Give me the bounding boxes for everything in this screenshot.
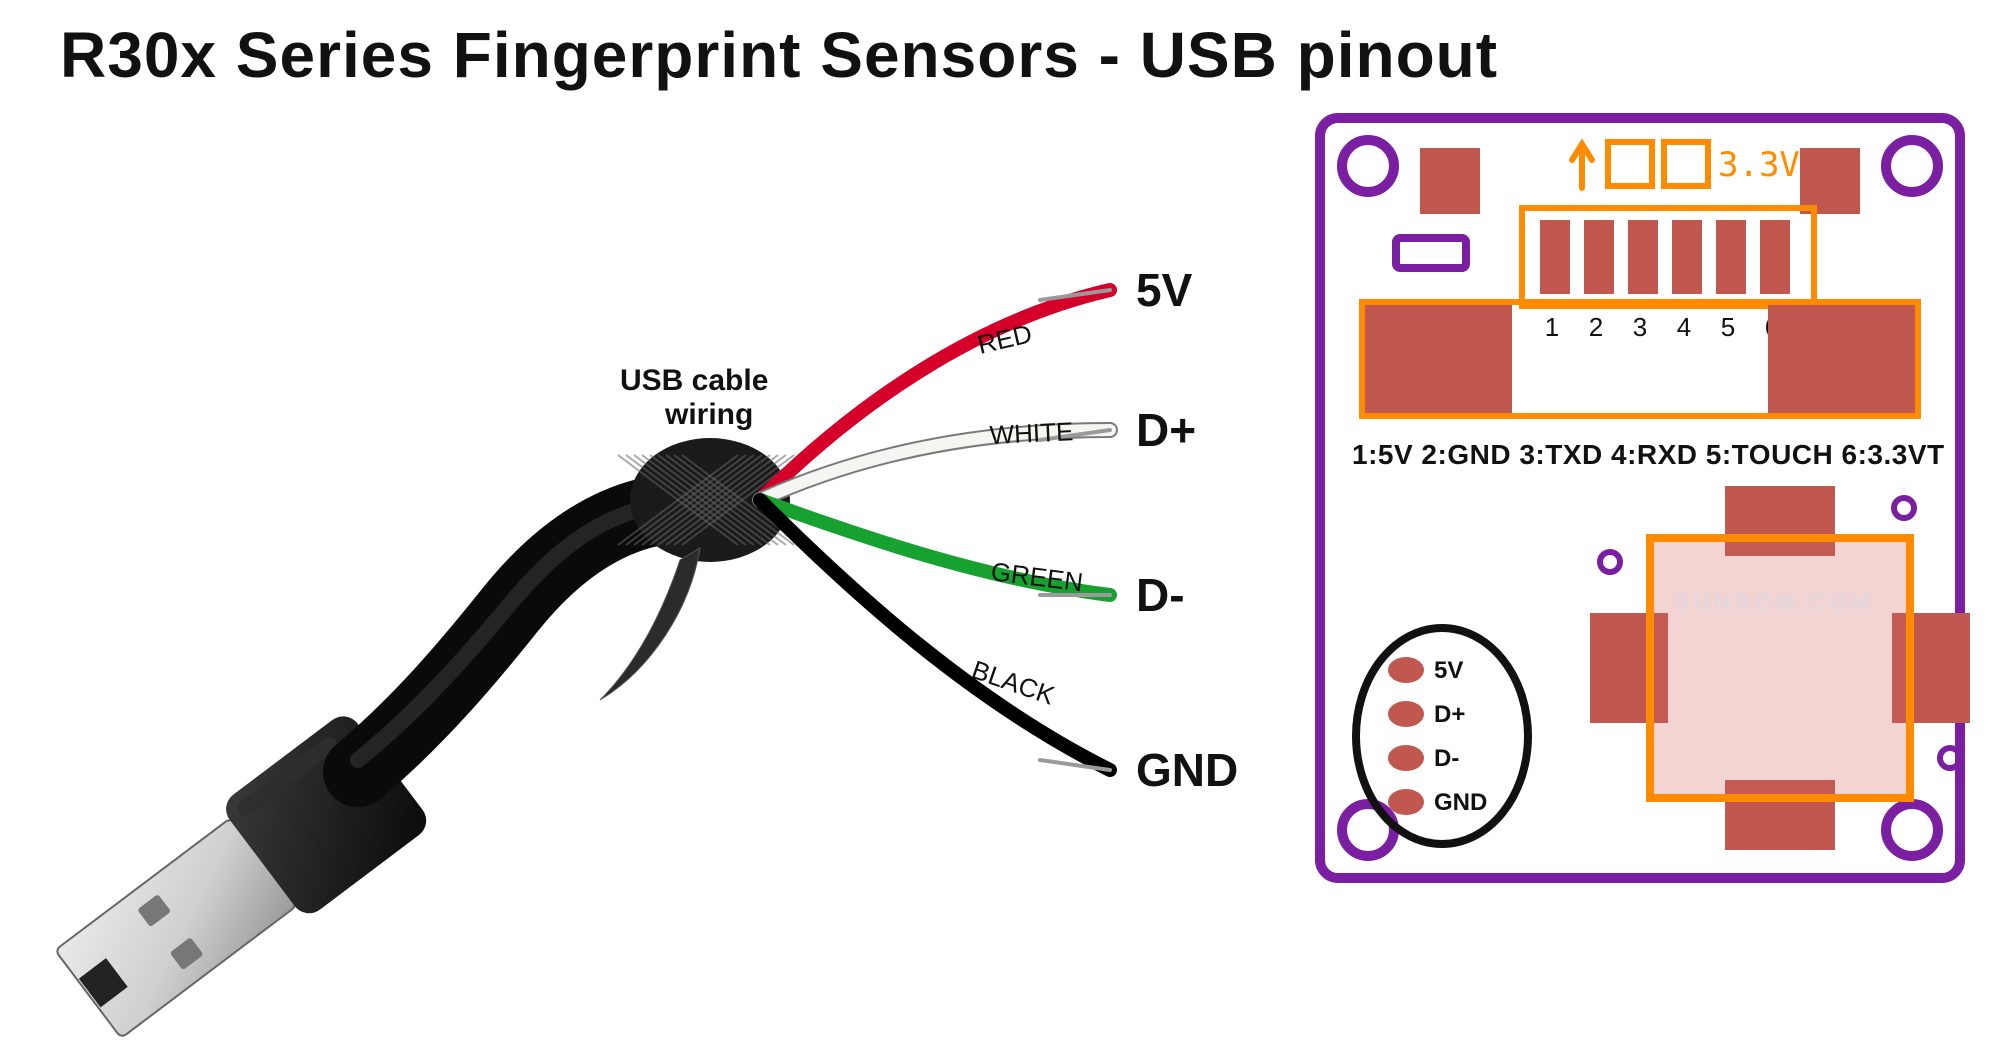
wire-signal-label: D+ [1136,404,1196,456]
usb-pad-label: 5V [1434,657,1463,684]
header-pin-number: 3 [1633,312,1647,342]
diagram-page: R30x Series Fingerprint Sensors - USB pi… [0,0,2011,1043]
pcb-voltage-label: 3.3V [1718,145,1800,185]
copper-pad [1420,148,1480,214]
copper-pad [1800,148,1860,214]
pcb-group: 3.3V1234561:5V 2:GND 3:TXD 4:RXD 5:TOUCH… [1320,118,1970,878]
header-pin-number: 4 [1677,312,1691,342]
usb-cable-group: RED 5V WHITE D+ GREEN D- BLACK GND USB cablewiri… [45,264,1238,1043]
mounting-hole [1886,804,1938,856]
cable-body [358,510,660,772]
wire-signal-label: GND [1136,744,1238,796]
header-pin [1584,220,1614,294]
cable-label: wiring [664,398,753,431]
wire-signal-label: 5V [1136,264,1193,316]
mounting-hole [1342,804,1394,856]
wire-signal-label: D- [1136,569,1185,621]
watermark: SUNROM.COM [1674,589,1873,616]
usb-pad [1388,701,1424,727]
wire-color-label: RED [975,318,1035,360]
header-legend: 1:5V 2:GND 3:TXD 4:RXD 5:TOUCH 6:3.3VT [1352,439,1945,470]
usb-pad-label: D+ [1434,701,1465,728]
usb-pad-label: D- [1434,745,1459,772]
usb-pad [1388,657,1424,683]
usb-pad [1388,789,1424,815]
usb-pad-label: GND [1434,789,1487,816]
usb-pad [1388,745,1424,771]
usb-wires: RED 5V WHITE D+ GREEN D- BLACK GND [760,264,1238,796]
mounting-hole [1886,140,1938,192]
cable-label: USB cable [620,364,768,397]
wire-color-label: WHITE [989,416,1074,450]
header-pin [1628,220,1658,294]
header-pin-number: 5 [1721,312,1735,342]
header-pin-number: 1 [1545,312,1559,342]
diagram-svg: RED 5V WHITE D+ GREEN D- BLACK GND USB cablewiri… [0,0,2011,1043]
mounting-hole [1342,140,1394,192]
header-pin [1760,220,1790,294]
diagram-svg-wrap: RED 5V WHITE D+ GREEN D- BLACK GND USB cablewiri… [0,0,2011,1043]
shield-braid [600,438,802,700]
header-pin [1672,220,1702,294]
wire-color-label: GREEN [989,556,1084,597]
header-pin [1716,220,1746,294]
header-pin-number: 2 [1589,312,1603,342]
header-pin [1540,220,1570,294]
wire-color-label: BLACK [968,654,1059,710]
